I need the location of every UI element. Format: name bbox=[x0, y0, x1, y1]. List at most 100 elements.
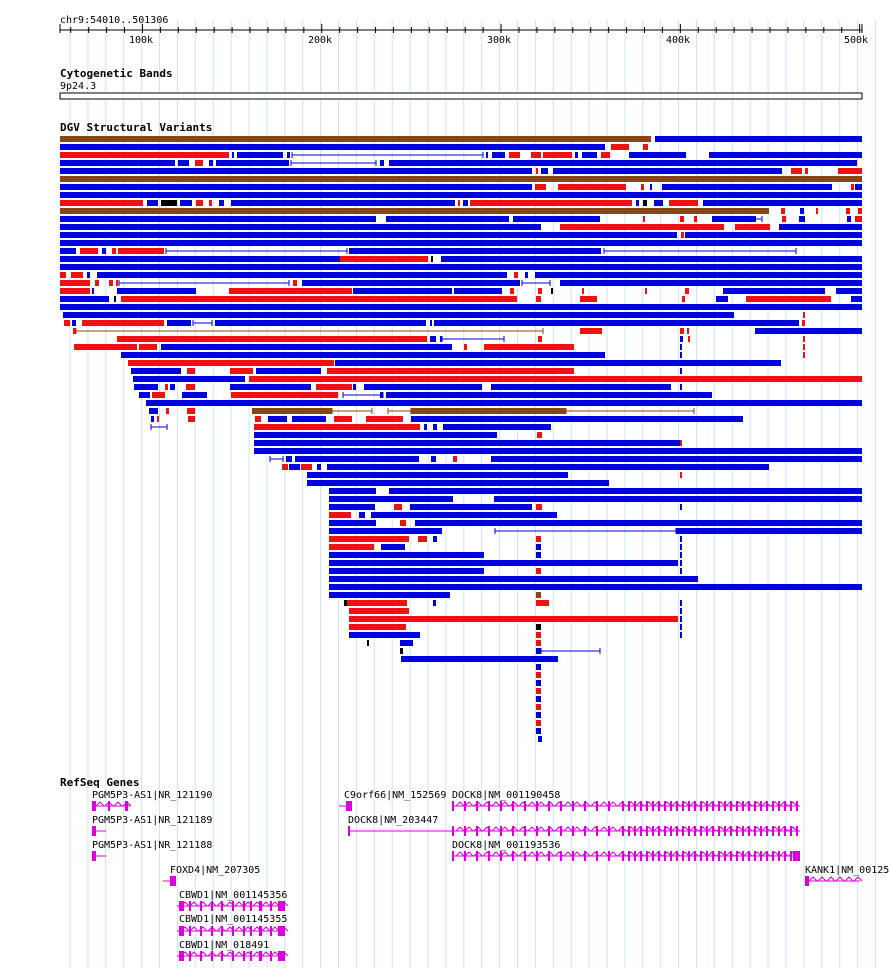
sv-feature bbox=[60, 168, 532, 174]
gene-exon bbox=[476, 826, 478, 836]
sv-feature bbox=[73, 328, 76, 334]
sv-feature bbox=[536, 640, 541, 646]
sv-feature bbox=[282, 464, 288, 470]
gene-label-dock8-nm001193536[interactable]: DOCK8|NM_001193536 bbox=[452, 840, 561, 851]
gene-exon bbox=[700, 826, 702, 836]
gene-exon bbox=[796, 826, 798, 836]
gene-label-foxd4-nm207305[interactable]: FOXD4|NM_207305 bbox=[170, 865, 261, 876]
gene-exon bbox=[488, 826, 490, 836]
sv-feature bbox=[60, 216, 376, 222]
sv-feature bbox=[389, 160, 857, 166]
ruler-tick-400k: 400k bbox=[665, 35, 691, 46]
sv-feature bbox=[560, 280, 862, 286]
sv-feature bbox=[494, 496, 862, 502]
sv-feature bbox=[147, 200, 158, 206]
sv-feature bbox=[536, 712, 541, 718]
gene-label-dock8-nm203447[interactable]: DOCK8|NM_203447 bbox=[348, 815, 439, 826]
gene-exon bbox=[189, 926, 191, 936]
sv-feature bbox=[486, 152, 488, 158]
gene-exon bbox=[596, 826, 598, 836]
sv-feature bbox=[513, 216, 600, 222]
gene-label-kank1[interactable]: KANK1|NM_00125 bbox=[805, 865, 890, 876]
sv-feature bbox=[60, 192, 862, 198]
sv-feature bbox=[803, 344, 805, 350]
sv-feature bbox=[415, 520, 862, 526]
sv-feature bbox=[582, 152, 597, 158]
gene-exon bbox=[572, 851, 574, 861]
gene-label-cbwd1-nm001145356[interactable]: CBWD1|NM_001145356 bbox=[179, 890, 288, 901]
sv-feature bbox=[838, 168, 862, 174]
gene-exon bbox=[584, 826, 586, 836]
gene-label-dock8-nm001190458[interactable]: DOCK8|NM_001190458 bbox=[452, 790, 561, 801]
gene-exon bbox=[92, 801, 96, 811]
sv-feature bbox=[458, 200, 460, 206]
gene-label-cbwd1-nm001145355[interactable]: CBWD1|NM_001145355 bbox=[179, 914, 288, 925]
gene-exon bbox=[640, 851, 642, 861]
dgv-track[interactable] bbox=[0, 0, 890, 760]
cytoband-ideogram[interactable] bbox=[0, 90, 890, 102]
sv-feature bbox=[359, 512, 365, 518]
gene-exon bbox=[766, 801, 768, 811]
sv-feature bbox=[791, 168, 802, 174]
gene-exon bbox=[221, 926, 223, 936]
sv-feature bbox=[117, 288, 196, 294]
sv-feature bbox=[680, 616, 682, 622]
sv-feature bbox=[680, 368, 682, 374]
sv-feature bbox=[186, 384, 195, 390]
sv-feature bbox=[431, 456, 436, 462]
sv-feature bbox=[60, 136, 651, 142]
gene-exon bbox=[560, 826, 562, 836]
gene-exon bbox=[200, 901, 202, 911]
gene-exon bbox=[712, 851, 714, 861]
sv-feature bbox=[855, 216, 862, 222]
gene-label-pgm5p3-as1-nr121189[interactable]: PGM5P3-AS1|NR_121189 bbox=[92, 815, 213, 826]
dgv-track-title[interactable]: DGV Structural Variants bbox=[60, 121, 213, 134]
gene-exon bbox=[189, 951, 191, 961]
gene-exon bbox=[670, 851, 672, 861]
gene-exon bbox=[572, 801, 574, 811]
sv-feature bbox=[858, 208, 862, 214]
gene-exon bbox=[125, 801, 128, 811]
refseq-track-title[interactable]: RefSeq Genes bbox=[60, 776, 140, 789]
gene-label-pgm5p3-as1-nr121188[interactable]: PGM5P3-AS1|NR_121188 bbox=[92, 840, 213, 851]
gene-exon bbox=[622, 851, 624, 861]
gene-exon bbox=[560, 851, 562, 861]
gene-exon bbox=[664, 851, 666, 861]
gene-exon bbox=[608, 851, 610, 861]
sv-feature bbox=[535, 184, 546, 190]
gene-label-cbwd1-nm018491[interactable]: CBWD1|NM_018491 bbox=[179, 940, 270, 951]
gene-label-c9orf66-nm152569[interactable]: C9orf66|NM_152569 bbox=[344, 790, 447, 801]
gene-exon bbox=[640, 826, 642, 836]
sv-feature bbox=[329, 520, 376, 526]
sv-feature bbox=[92, 288, 94, 294]
sv-feature bbox=[60, 280, 90, 286]
cytoband-track-title[interactable]: Cytogenetic Bands bbox=[60, 67, 173, 80]
sv-feature bbox=[209, 200, 212, 206]
gene-exon bbox=[476, 801, 478, 811]
gene-exon bbox=[742, 826, 744, 836]
gene-exon bbox=[688, 826, 690, 836]
gene-exon bbox=[760, 801, 762, 811]
gene-exon bbox=[464, 826, 466, 836]
sv-feature bbox=[538, 736, 542, 742]
sv-feature bbox=[87, 272, 90, 278]
sv-feature bbox=[146, 400, 862, 406]
gene-exon bbox=[694, 826, 696, 836]
sv-feature bbox=[195, 160, 203, 166]
sv-feature bbox=[531, 152, 541, 158]
sv-feature bbox=[349, 624, 406, 630]
ruler bbox=[59, 24, 863, 33]
gene-exon bbox=[536, 801, 538, 811]
sv-feature bbox=[307, 472, 568, 478]
sv-feature bbox=[286, 456, 292, 462]
sv-feature bbox=[484, 344, 574, 350]
gene-exon bbox=[500, 851, 502, 861]
sv-feature bbox=[133, 376, 245, 382]
sv-feature bbox=[643, 216, 645, 222]
gene-label-pgm5p3-as1-nr121190[interactable]: PGM5P3-AS1|NR_121190 bbox=[92, 790, 213, 801]
gene-exon bbox=[760, 851, 762, 861]
ruler-tick-200k: 200k bbox=[307, 35, 333, 46]
sv-feature bbox=[680, 560, 682, 566]
